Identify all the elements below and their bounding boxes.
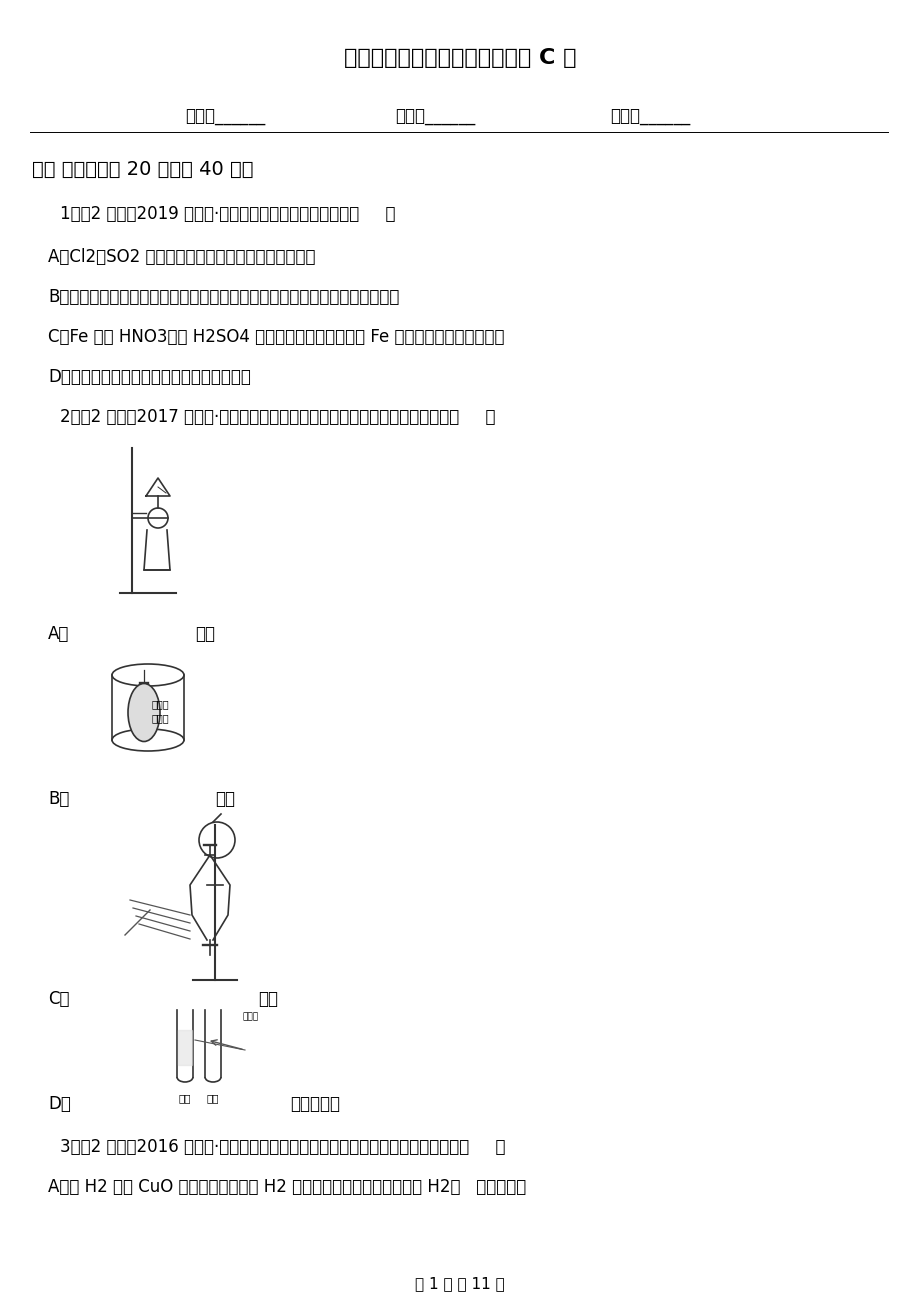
Text: 班级：______: 班级：______: [394, 108, 475, 126]
Text: 渗析: 渗析: [215, 790, 234, 809]
Text: B．常温下，铜片放入浓硫酸中，无明显变化，说明铜在冷的浓硫酸中发生钝化: B．常温下，铜片放入浓硫酸中，无明显变化，说明铜在冷的浓硫酸中发生钝化: [48, 288, 399, 306]
Text: B．: B．: [48, 790, 69, 809]
Polygon shape: [177, 1030, 192, 1065]
Text: 一、 选择题（共 20 题；共 40 分）: 一、 选择题（共 20 题；共 40 分）: [32, 160, 254, 178]
Text: 过滤: 过滤: [195, 625, 215, 643]
Text: 胶体: 胶体: [178, 1092, 191, 1103]
Text: 1．（2 分）（2019 高一下·长春期末）下列说法正确的是（     ）: 1．（2 分）（2019 高一下·长春期末）下列说法正确的是（ ）: [60, 204, 395, 223]
Text: A．做 H2 还原 CuO 的实验时，为防止 H2 爆炸，实验完毕，应先停止通 H2，   再停止加热: A．做 H2 还原 CuO 的实验时，为防止 H2 爆炸，实验完毕，应先停止通 …: [48, 1178, 526, 1197]
Text: 南京市高一上学期期中化学试卷 C 卷: 南京市高一上学期期中化学试卷 C 卷: [344, 48, 575, 68]
Text: 蒸馏水: 蒸馏水: [152, 713, 169, 724]
Text: D．铵盐与浓的强碱的溶液共热都能产生氨气: D．铵盐与浓的强碱的溶液共热都能产生氨气: [48, 368, 251, 385]
Text: 溶液: 溶液: [207, 1092, 219, 1103]
Text: 姓名：______: 姓名：______: [185, 108, 265, 126]
Text: 半透膜: 半透膜: [152, 699, 169, 710]
Text: 2．（2 分）（2017 高一上·红桥期中）下列实验与物质微粒大小无直接关系的是（     ）: 2．（2 分）（2017 高一上·红桥期中）下列实验与物质微粒大小无直接关系的是…: [60, 408, 495, 426]
Text: 第 1 页 共 11 页: 第 1 页 共 11 页: [414, 1276, 505, 1292]
Text: 萃取: 萃取: [257, 990, 278, 1008]
Text: D．: D．: [48, 1095, 71, 1113]
Text: 3．（2 分）（2016 高一上·鄂尔多斯期中）下列实验操作与安全事故处理正确的是（     ）: 3．（2 分）（2016 高一上·鄂尔多斯期中）下列实验操作与安全事故处理正确的…: [60, 1138, 505, 1156]
Text: A．: A．: [48, 625, 69, 643]
Text: C．Fe 与稀 HNO3、稀 H2SO4 反应均有气泡产生，说明 Fe 与两种酸均发生置换反应: C．Fe 与稀 HNO3、稀 H2SO4 反应均有气泡产生，说明 Fe 与两种酸…: [48, 328, 504, 346]
Text: 成绩：______: 成绩：______: [609, 108, 689, 126]
Ellipse shape: [128, 684, 160, 742]
Text: 激光笔: 激光笔: [243, 1012, 259, 1021]
Text: 丁达尔效应: 丁达尔效应: [289, 1095, 340, 1113]
Text: C．: C．: [48, 990, 70, 1008]
Text: A．Cl2、SO2 均能使品红溶液褪色且褪色的原理相同: A．Cl2、SO2 均能使品红溶液褪色且褪色的原理相同: [48, 247, 315, 266]
